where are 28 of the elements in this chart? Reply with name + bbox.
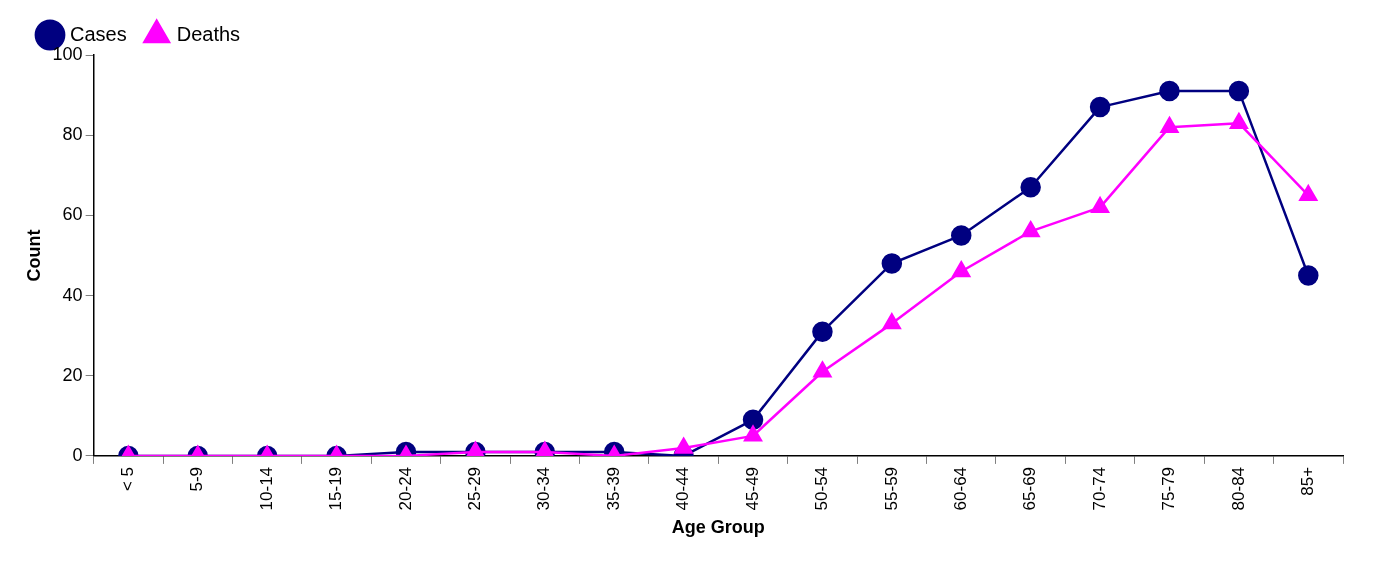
- legend-label: Cases: [70, 22, 127, 45]
- x-tick-label: 45-49: [742, 466, 762, 511]
- x-tick-label: 5-9: [187, 466, 207, 492]
- x-tick-label: 70-74: [1089, 466, 1109, 511]
- x-tick-label: < 5: [118, 466, 138, 492]
- x-tick-label: 60-64: [950, 466, 970, 511]
- y-tick-label: 80: [62, 124, 83, 145]
- y-tick-label: 60: [62, 204, 83, 225]
- x-axis-title: Age Group: [671, 517, 765, 538]
- x-tick-label: 80-84: [1228, 466, 1248, 511]
- y-axis-title: Count: [23, 229, 44, 282]
- x-tick-label: 10-14: [256, 466, 276, 511]
- x-tick-label: 30-34: [534, 466, 554, 511]
- x-tick-label: 75-79: [1159, 466, 1179, 511]
- x-tick-label: 40-44: [673, 466, 693, 511]
- x-tick-label: 85+: [1297, 466, 1317, 496]
- x-tick-label: 35-39: [603, 466, 623, 511]
- y-tick-label: 20: [62, 364, 83, 385]
- x-tick-label: 50-54: [812, 466, 832, 511]
- x-tick-label: 15-19: [326, 466, 346, 511]
- y-tick-label: 100: [52, 43, 83, 64]
- y-tick-label: 40: [62, 284, 83, 305]
- x-tick-label: 20-24: [395, 466, 415, 511]
- x-tick-label: 25-29: [465, 466, 485, 511]
- y-tick-label: 0: [72, 444, 83, 465]
- legend-label: Deaths: [176, 22, 241, 45]
- x-tick-label: 65-69: [1020, 466, 1040, 511]
- x-tick-label: 55-59: [881, 466, 901, 511]
